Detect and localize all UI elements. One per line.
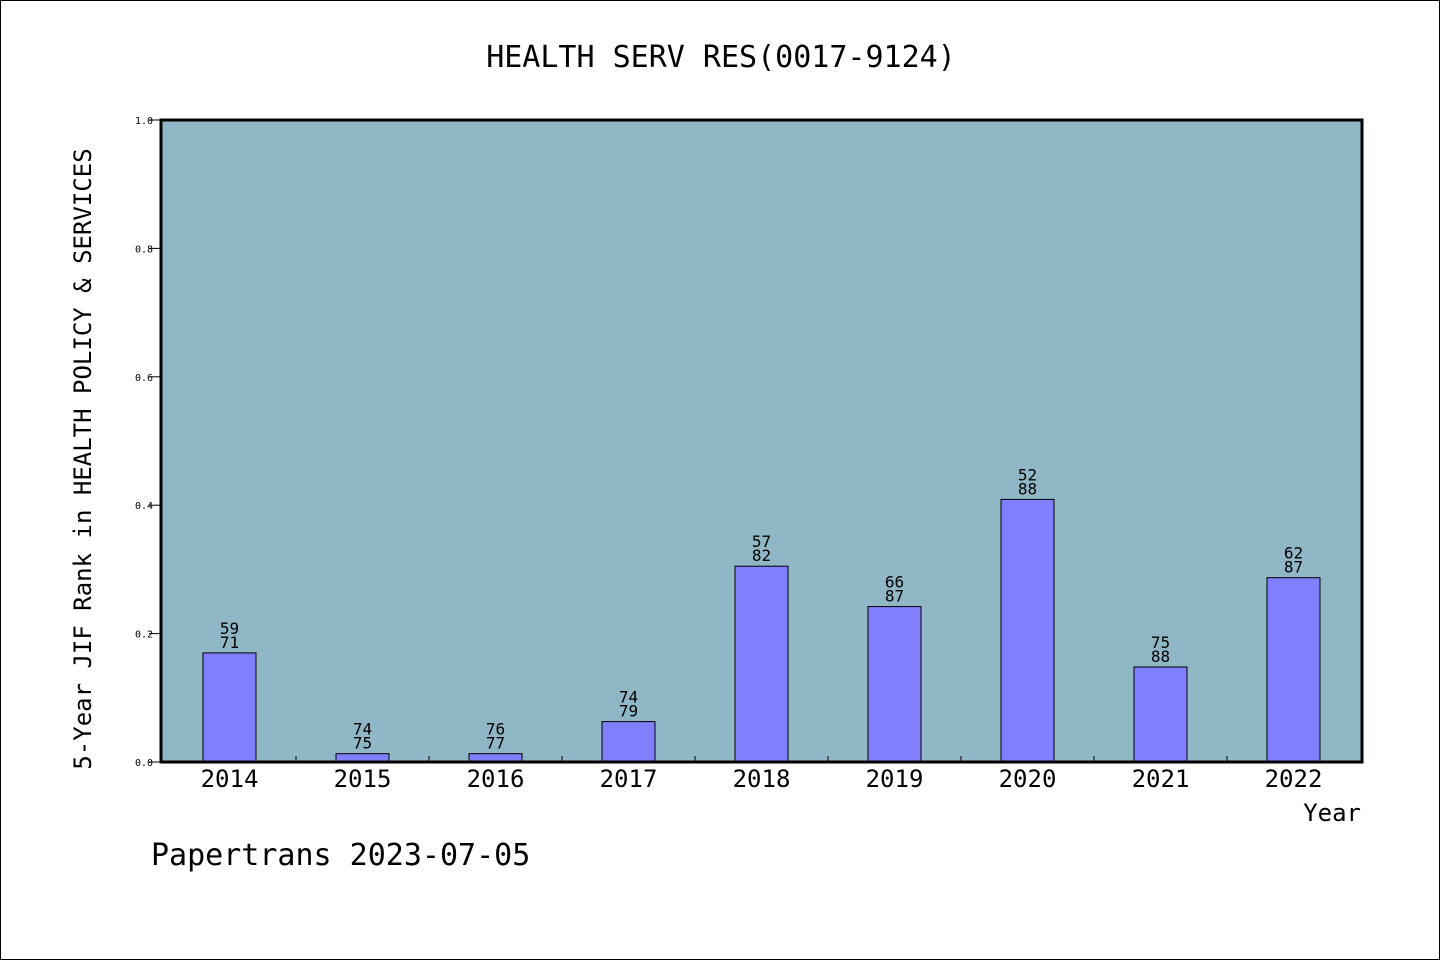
- bar-total-label-2019: 87: [885, 587, 904, 606]
- x-tick-label-2022: 2022: [1265, 765, 1323, 793]
- y-tick-label: 1.0: [135, 116, 153, 127]
- x-tick-label-2018: 2018: [733, 765, 791, 793]
- x-tick-label-2014: 2014: [201, 765, 259, 793]
- y-axis: 0.0 0.2 0.4 0.6 0.8 1.0: [135, 116, 161, 769]
- bar-rank-label-2021: 75: [1151, 633, 1170, 652]
- bar-2018: [734, 565, 789, 763]
- bar-total-label-2022: 87: [1284, 558, 1303, 577]
- bar-rank-label-2017: 74: [619, 688, 638, 707]
- bar-rank-label-2014: 59: [220, 619, 239, 638]
- bar-total-label-2018: 82: [752, 546, 771, 565]
- bar-total-label-2014: 71: [220, 633, 239, 652]
- y-tick-label: 0.0: [135, 758, 153, 769]
- bar-rank-label-2016: 76: [486, 720, 505, 739]
- bar-rank-label-2015: 74: [353, 720, 372, 739]
- bar-total-label-2017: 79: [619, 702, 638, 721]
- y-tick-label: 0.2: [135, 630, 153, 641]
- bar-2014: [202, 652, 257, 763]
- bar-2017: [601, 721, 656, 763]
- x-axis-label: Year: [1303, 799, 1361, 827]
- bar-rank-label-2020: 52: [1018, 465, 1037, 484]
- bar-total-label-2016: 77: [486, 734, 505, 753]
- bar-2022: [1266, 577, 1321, 763]
- bar-rank-label-2022: 62: [1284, 544, 1303, 563]
- y-tick-label: 0.6: [135, 373, 153, 384]
- x-axis: 2014 2015 2016 2017 2018 2019 2020 2021 2022: [201, 756, 1323, 793]
- x-tick-label-2021: 2021: [1132, 765, 1190, 793]
- y-tick-label: 0.4: [135, 501, 153, 512]
- bar-2019: [867, 606, 922, 763]
- x-tick-label-2016: 2016: [467, 765, 525, 793]
- plot-frame: [159, 118, 1364, 764]
- bar-rank-label-2019: 66: [885, 573, 904, 592]
- x-tick-label-2020: 2020: [999, 765, 1057, 793]
- bar-2021: [1133, 666, 1188, 763]
- x-tick-label-2015: 2015: [334, 765, 392, 793]
- bars-layer: [202, 498, 1321, 763]
- x-tick-label-2017: 2017: [600, 765, 658, 793]
- y-axis-label: 5-Year JIF Rank in HEALTH POLICY & SERVI…: [69, 148, 97, 769]
- bar-rank-label-2018: 57: [752, 532, 771, 551]
- footer-credit: Papertrans 2023-07-05: [151, 838, 530, 873]
- bar-total-label-2015: 75: [353, 734, 372, 753]
- bar-2020: [1000, 498, 1055, 763]
- x-tick-label-2019: 2019: [866, 765, 924, 793]
- y-tick-label: 0.8: [135, 244, 153, 255]
- chart-title: HEALTH SERV RES(0017-9124): [486, 40, 956, 75]
- bar-total-label-2021: 88: [1151, 647, 1170, 666]
- bar-total-label-2020: 88: [1018, 479, 1037, 498]
